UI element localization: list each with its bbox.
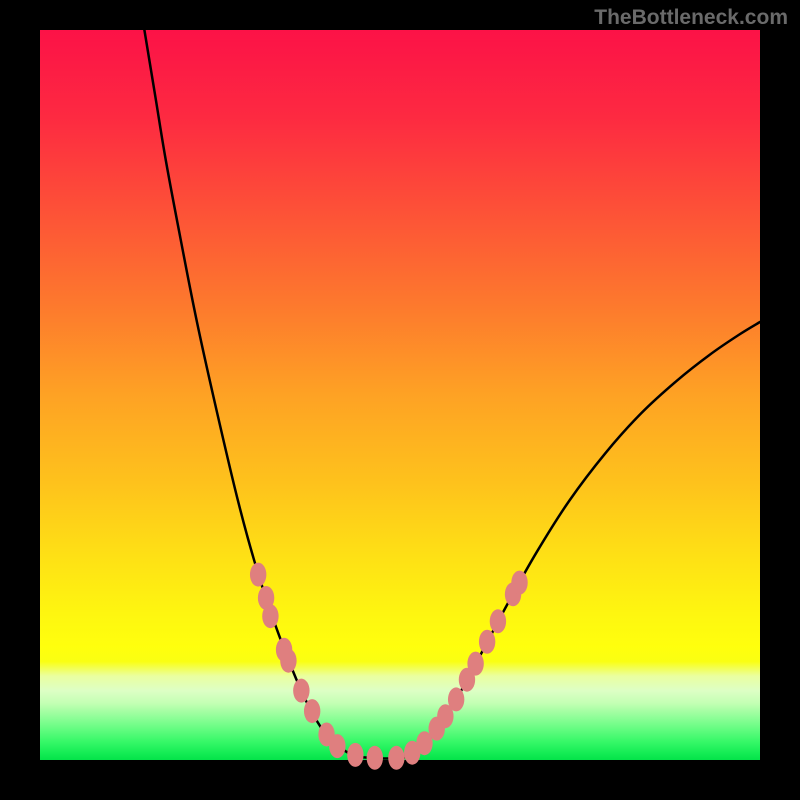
- data-marker: [329, 734, 345, 758]
- data-marker: [347, 743, 363, 767]
- data-marker: [250, 563, 266, 587]
- plot-background: [40, 30, 760, 760]
- bottleneck-chart: [0, 0, 800, 800]
- watermark-text: TheBottleneck.com: [594, 6, 788, 30]
- data-marker: [280, 649, 296, 673]
- data-marker: [479, 630, 495, 654]
- data-marker: [467, 652, 483, 676]
- data-marker: [448, 687, 464, 711]
- data-marker: [367, 746, 383, 770]
- chart-root: TheBottleneck.com: [0, 0, 800, 800]
- data-marker: [293, 679, 309, 703]
- data-marker: [262, 604, 278, 628]
- data-marker: [304, 699, 320, 723]
- data-marker: [511, 571, 527, 595]
- data-marker: [388, 746, 404, 770]
- data-marker: [490, 609, 506, 633]
